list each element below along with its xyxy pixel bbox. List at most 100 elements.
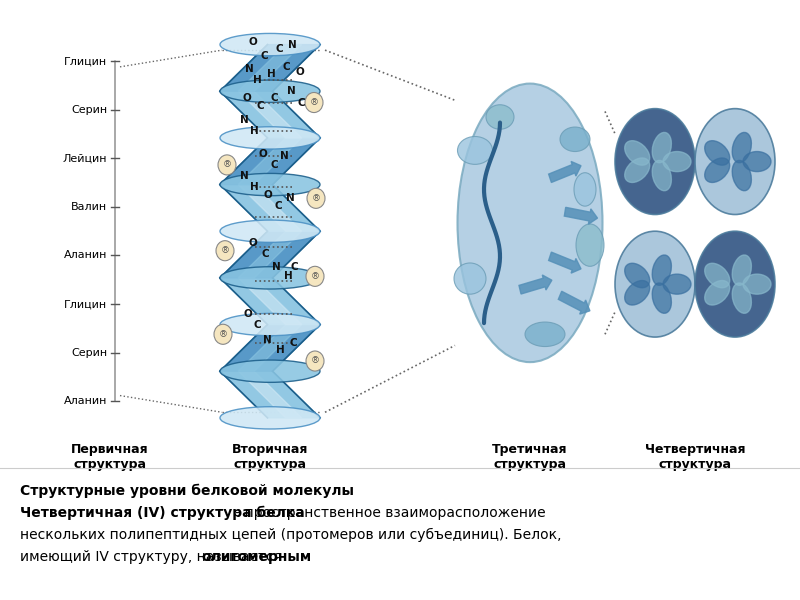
Ellipse shape [743,274,771,294]
Text: ®: ® [311,194,321,203]
Text: Серин: Серин [71,105,107,115]
Text: H: H [250,182,258,192]
Text: Аланин: Аланин [64,396,107,406]
Circle shape [214,324,232,344]
Circle shape [307,188,325,208]
Ellipse shape [220,80,320,103]
Text: C: C [270,160,278,170]
Text: олигомерным: олигомерным [202,550,312,564]
Text: нескольких полипептидных цепей (протомеров или субъединиц). Белок,: нескольких полипептидных цепей (протомер… [20,528,562,542]
Text: Лейцин: Лейцин [62,154,107,163]
Text: ®: ® [310,356,319,365]
Text: N: N [280,151,288,161]
FancyArrow shape [549,252,581,273]
Ellipse shape [652,255,671,286]
Ellipse shape [615,231,695,337]
Ellipse shape [663,274,691,294]
Ellipse shape [625,281,650,305]
Text: Вторичная
структура: Вторичная структура [232,443,308,472]
Ellipse shape [220,127,320,149]
Text: C: C [261,249,269,259]
Polygon shape [238,185,302,231]
Ellipse shape [732,255,751,286]
Text: H: H [250,127,258,136]
Text: Структурные уровни белковой молекулы: Структурные уровни белковой молекулы [20,484,354,499]
FancyArrow shape [564,208,598,224]
Text: N: N [288,40,296,50]
Ellipse shape [576,224,604,266]
Text: N: N [240,115,248,125]
Ellipse shape [220,360,320,382]
Polygon shape [220,278,320,325]
Polygon shape [238,371,302,418]
Ellipse shape [574,173,596,206]
Text: O: O [244,309,252,319]
Text: C: C [256,101,264,111]
Text: Четвертичная
структура: Четвертичная структура [645,443,746,472]
Ellipse shape [458,136,493,164]
Ellipse shape [705,140,730,165]
Ellipse shape [220,267,320,289]
FancyArrow shape [549,161,581,182]
Text: N: N [262,335,271,345]
Text: Первичная
структура: Первичная структура [71,443,149,472]
Text: Глицин: Глицин [64,56,107,66]
Text: C: C [282,62,290,72]
Text: ®: ® [218,330,227,339]
Ellipse shape [525,322,565,347]
Ellipse shape [732,283,751,313]
Ellipse shape [454,263,486,294]
Text: H: H [284,271,292,281]
Text: Серин: Серин [71,347,107,358]
Text: ®: ® [310,272,319,281]
Text: C: C [289,338,297,348]
Text: ®: ® [310,98,318,107]
Text: Валин: Валин [71,202,107,212]
Ellipse shape [458,83,602,362]
Text: C: C [297,98,305,107]
Text: O: O [258,149,267,159]
Ellipse shape [220,407,320,429]
Ellipse shape [615,109,695,214]
Ellipse shape [652,133,671,163]
Ellipse shape [560,127,590,152]
Polygon shape [220,371,320,418]
Ellipse shape [695,231,775,337]
Polygon shape [220,91,320,138]
Text: H: H [276,345,284,355]
Ellipse shape [743,152,771,172]
Polygon shape [238,325,302,371]
Ellipse shape [652,283,671,313]
Polygon shape [220,185,320,231]
Text: N: N [286,193,294,203]
Polygon shape [238,231,302,278]
Text: Аланин: Аланин [64,250,107,260]
Text: O: O [249,238,258,248]
Text: ®: ® [222,160,231,169]
Polygon shape [238,44,302,91]
Circle shape [306,351,324,371]
Ellipse shape [705,281,730,305]
Text: C: C [274,201,282,211]
Ellipse shape [625,140,650,165]
Text: N: N [240,171,248,181]
Text: C: C [260,51,268,61]
Ellipse shape [663,152,691,172]
Ellipse shape [486,105,514,129]
Ellipse shape [220,173,320,196]
Text: C: C [290,262,298,272]
Text: имеющий IV структуру, называется: имеющий IV структуру, называется [20,550,286,564]
Polygon shape [220,325,320,371]
Ellipse shape [695,109,775,214]
Ellipse shape [220,34,320,56]
Text: N: N [272,262,280,272]
Text: N: N [286,86,295,97]
Polygon shape [238,138,302,185]
Circle shape [306,266,324,286]
Ellipse shape [652,160,671,191]
Circle shape [305,92,323,113]
Ellipse shape [220,220,320,242]
Polygon shape [220,231,320,278]
Text: C: C [253,320,261,331]
Text: O: O [249,37,258,47]
